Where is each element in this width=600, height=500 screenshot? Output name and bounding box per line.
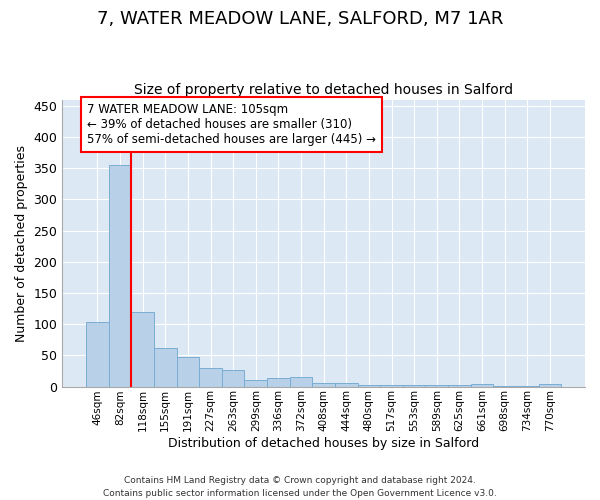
Bar: [199, 368, 222, 386]
Bar: [86, 322, 109, 386]
Bar: [176, 356, 199, 386]
Text: 7, WATER MEADOW LANE, SALFORD, M7 1AR: 7, WATER MEADOW LANE, SALFORD, M7 1AR: [97, 10, 503, 28]
Bar: [267, 378, 290, 386]
Bar: [290, 377, 313, 386]
Bar: [109, 165, 131, 386]
Bar: [244, 380, 267, 386]
Y-axis label: Number of detached properties: Number of detached properties: [15, 144, 28, 342]
Bar: [335, 383, 358, 386]
Bar: [154, 348, 176, 387]
Text: 7 WATER MEADOW LANE: 105sqm
← 39% of detached houses are smaller (310)
57% of se: 7 WATER MEADOW LANE: 105sqm ← 39% of det…: [87, 102, 376, 146]
Bar: [313, 383, 335, 386]
Bar: [471, 384, 493, 386]
Title: Size of property relative to detached houses in Salford: Size of property relative to detached ho…: [134, 83, 513, 97]
Text: Contains HM Land Registry data © Crown copyright and database right 2024.
Contai: Contains HM Land Registry data © Crown c…: [103, 476, 497, 498]
X-axis label: Distribution of detached houses by size in Salford: Distribution of detached houses by size …: [168, 437, 479, 450]
Bar: [539, 384, 561, 386]
Bar: [222, 370, 244, 386]
Bar: [131, 312, 154, 386]
